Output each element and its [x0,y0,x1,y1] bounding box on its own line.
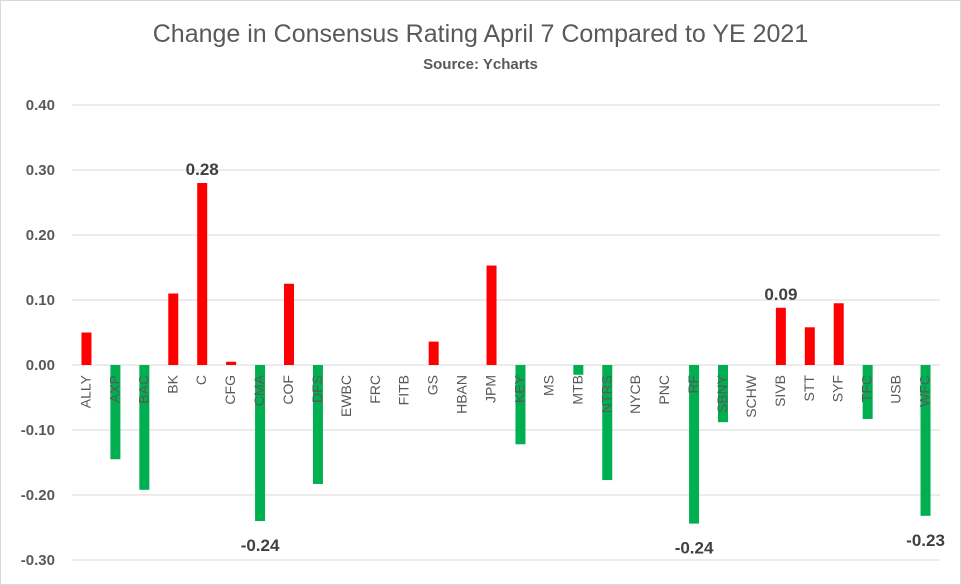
bar-wfc [920,365,931,516]
x-tick-label: JPM [483,375,499,403]
y-tick-label: 0.00 [26,357,55,374]
x-tick-label: SBNY [714,374,730,413]
x-tick-label: GS [425,375,441,395]
x-tick-label: AXP [106,375,122,403]
y-axis-ticks: 0.40 0.30 0.20 0.10 0.00 -0.10 -0.20 -0.30 [21,97,55,569]
bar-sivb [775,307,786,365]
bar-ally [81,332,92,365]
x-tick-label: SYF [830,375,846,402]
bar-mtb [573,365,584,375]
x-tick-label: FITB [396,375,412,405]
x-tick-label: SIVB [772,375,788,407]
bar-cma [255,365,266,521]
bar-c [197,183,208,365]
x-tick-label: STT [801,375,817,402]
chart-title: Change in Consensus Rating April 7 Compa… [152,20,809,48]
bar-bac [139,365,150,490]
x-tick-label: RF [685,375,701,394]
x-tick-label: PNC [656,375,672,405]
gridlines [72,104,940,561]
bar-axp [110,365,121,460]
bars [81,183,931,524]
bar-sbny [718,365,728,423]
x-tick-label: C [193,375,209,385]
x-tick-label: FRC [367,375,383,404]
x-tick-label: NTRS [598,375,614,413]
bar-cof [284,283,294,365]
y-tick-label: 0.30 [26,162,55,179]
x-tick-label: SCHW [743,374,759,418]
bar-rf [689,365,700,524]
x-tick-label: COF [280,375,296,405]
chart-subtitle: Source: Ycharts [423,56,538,73]
x-tick-label: CFG [222,375,238,405]
data-label: -0.24 [241,536,280,555]
x-tick-label: KEY [511,374,527,403]
data-labels: 0.28 -0.24 0.09 -0.24 -0.23 [186,160,945,558]
y-tick-label: -0.30 [21,552,55,569]
x-tick-label: WFC [917,375,933,407]
x-tick-label: CMA [251,374,267,406]
bar-syf [833,303,844,365]
bar-jpm [486,265,497,365]
data-label: -0.24 [675,539,714,558]
bar-dfs [312,365,323,484]
y-tick-label: -0.10 [21,422,55,439]
x-tick-label: MS [540,375,556,396]
x-tick-label: DFS [309,375,325,403]
x-tick-label: NYCB [627,375,643,414]
y-tick-label: 0.40 [26,97,55,114]
x-tick-label: BK [164,374,180,393]
x-tick-label: EWBC [338,375,354,417]
x-tick-label: BAC [135,375,151,404]
x-tick-label: ALLY [77,374,93,408]
y-tick-label: 0.10 [26,292,55,309]
bar-bk [168,293,179,365]
y-tick-label: -0.20 [21,487,55,504]
bar-gs [428,341,439,365]
bar-key [515,365,526,445]
x-axis-ticks: ALLY AXP BAC BK C CFG CMA COF DFS EWBC FRC FITB GS HB… [77,374,932,418]
bar-tfc [862,365,873,419]
data-label: -0.23 [906,531,945,550]
x-tick-label: USB [888,375,904,404]
data-label: 0.28 [186,160,219,179]
bar-cfg [226,361,237,365]
bar-stt [804,327,815,365]
x-tick-label: TFC [859,375,875,402]
x-tick-label: MTB [569,375,585,405]
x-tick-label: HBAN [454,375,470,414]
y-tick-label: 0.20 [26,227,55,244]
bar-ntrs [602,365,613,481]
data-label: 0.09 [764,285,797,304]
